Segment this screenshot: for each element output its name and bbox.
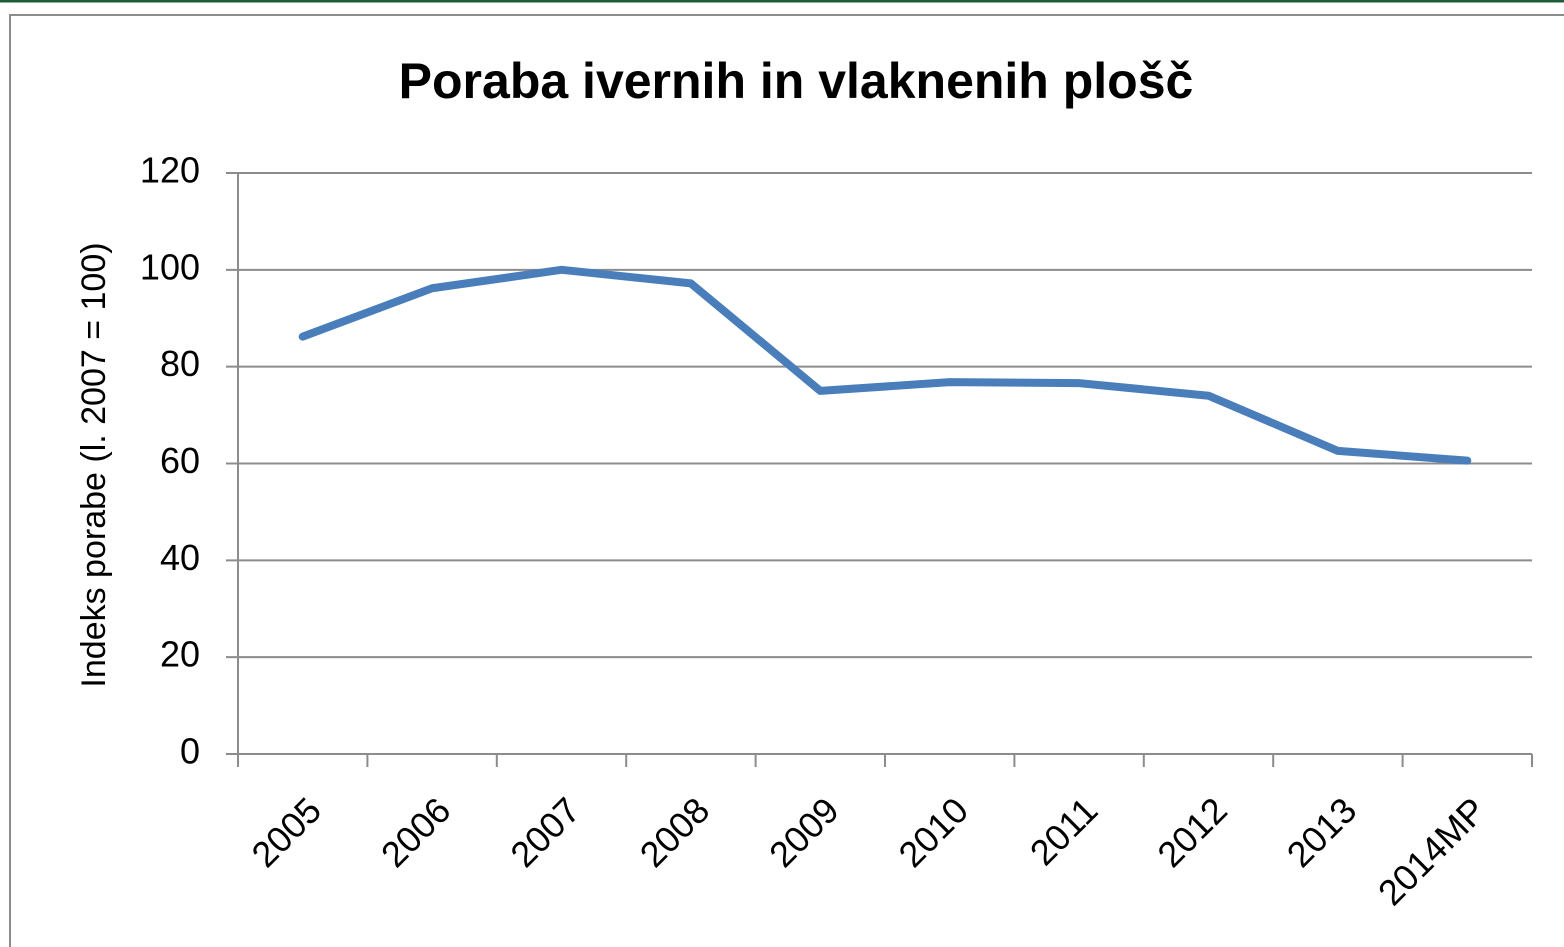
y-tick-label: 60 (160, 440, 200, 481)
y-tick-label: 80 (160, 343, 200, 384)
y-tick-label: 20 (160, 634, 200, 675)
y-axis-label: Indeks porabe (l. 2007 = 100) (75, 242, 113, 687)
chart-frame (9, 14, 1564, 947)
y-tick-label: 0 (180, 731, 200, 772)
y-tick-label: 100 (140, 246, 200, 287)
chart-title: Poraba ivernih in vlaknenih plošč (399, 53, 1194, 109)
line-series (298, 265, 1472, 465)
y-tick-label: 120 (140, 150, 200, 191)
y-tick-label: 40 (160, 537, 200, 578)
